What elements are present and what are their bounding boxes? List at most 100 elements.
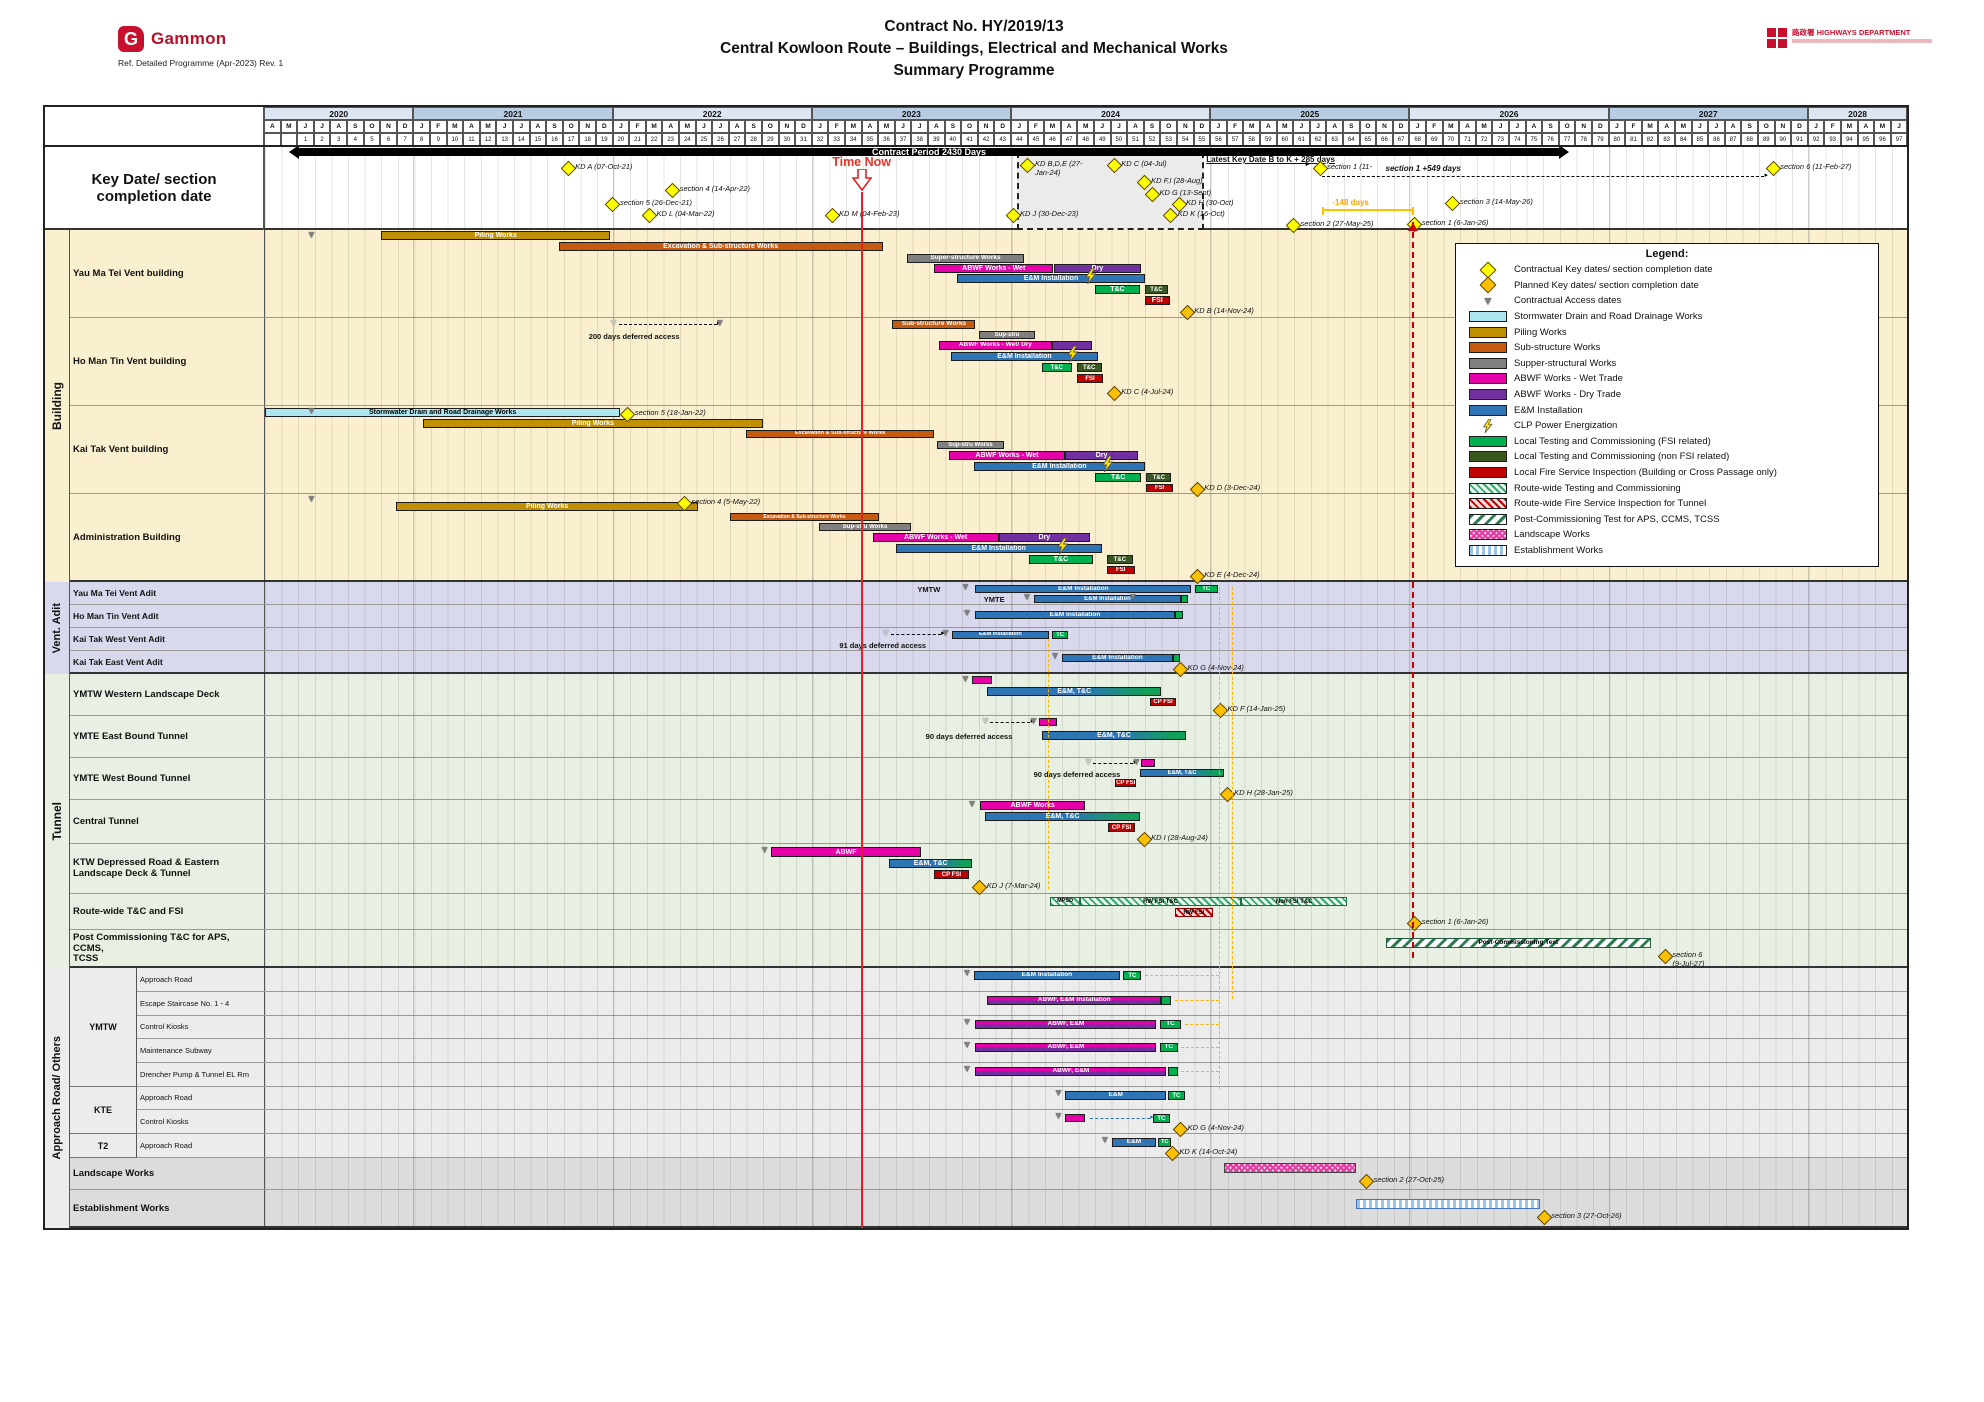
gantt-bar-tc: TC <box>1158 1138 1172 1147</box>
red-dash-arrowhead-icon <box>1407 218 1418 231</box>
month-header: J <box>1409 120 1426 133</box>
legend-label: Landscape Works <box>1514 529 1590 541</box>
bar-label: E&M Installation <box>1092 654 1143 661</box>
row-plot: Post-Commissioning Test section 6 (9-Jul-… <box>264 930 1907 968</box>
gantt-bar-abwf-e-m: ABWF, E&M <box>975 1043 1157 1052</box>
bar-label: CP FSI <box>1153 699 1173 705</box>
month-header: N <box>579 120 596 133</box>
month-header: M <box>1675 120 1692 133</box>
key-date-label: section 3 (14-May-26) <box>1459 197 1533 206</box>
row-plot: ▼ ABWF, E&M TC <box>264 1039 1907 1062</box>
subgroup-ymtw: YMTW <box>70 968 137 1087</box>
month-header: N <box>778 120 796 133</box>
month-header: O <box>762 120 779 133</box>
month-header: J <box>1608 120 1626 133</box>
clp-power-energization-icon <box>1056 537 1069 555</box>
orange-dashed-guide <box>1231 587 1233 999</box>
month-header: A <box>1326 120 1343 133</box>
month-header: A <box>1260 120 1277 133</box>
month-header: O <box>1758 120 1775 133</box>
keydate-band: Contract Period 2430 Days KD A (07-Oct-21… <box>45 145 1907 234</box>
row-label: Control Kiosks <box>140 1116 189 1126</box>
month-header: D <box>1193 120 1211 133</box>
contract-period-bar: Contract Period 2430 Days <box>289 145 1569 159</box>
bar-label: CP FSI <box>1111 824 1132 831</box>
access-triangle-icon: ▼ <box>962 968 973 979</box>
bar-label: E&M, T&C <box>1057 688 1092 695</box>
gantt-bar-abwf: ABWF <box>771 847 921 857</box>
bar-label: Non FSI T&C <box>1275 898 1313 905</box>
legend-label: Establishment Works <box>1514 544 1604 556</box>
month-header: M <box>679 120 696 133</box>
row-label: Kai Tak Vent building <box>73 443 169 455</box>
bar-label: E&M Installation <box>1021 971 1073 979</box>
month-header: J <box>1492 120 1509 133</box>
gantt-bar-fsi: FSI <box>1144 296 1170 305</box>
gantt-bar-tc: TC <box>1194 585 1218 593</box>
row-ymte-west-bound-tunnel: ▼ ▸ ▼ 90 days deferred access E&M, T&C CP FSI… <box>45 758 1907 803</box>
legend-item: ABWF Works - Dry Trade <box>1462 387 1872 403</box>
row-plot: ABWF, E&M Installation <box>264 992 1907 1015</box>
month-header: M <box>645 120 663 133</box>
row-label: YMTE East Bound Tunnel <box>73 730 188 742</box>
gantt-bar <box>1174 611 1183 619</box>
month-header: M <box>1077 120 1094 133</box>
row-label: Approach Road <box>140 974 193 984</box>
bar-label: E&M Installation <box>1084 596 1131 602</box>
key-date-label: KD G (4-Nov-24) <box>1187 663 1244 672</box>
month-number: 48 <box>1077 133 1094 146</box>
access-triangle-icon: ▼ <box>1053 1111 1064 1122</box>
dashed-access-connector: ▸ <box>990 718 1034 725</box>
clp-power-energization-icon <box>1066 345 1079 363</box>
key-date-label: section 1 (6-Jan-26) <box>1421 917 1489 926</box>
header-divider <box>45 145 1907 147</box>
bar-label: T&C <box>1053 556 1069 563</box>
bar-label: Sup-stru Works <box>948 442 993 448</box>
legend-item: ABWF Works - Wet Trade <box>1462 371 1872 387</box>
bar-label: Stormwater Drain and Road Drainage Works <box>368 409 517 416</box>
bar-label: Sup-stru <box>994 332 1020 338</box>
subgroup-t2: T2 <box>70 1134 137 1158</box>
bar-label: T&C <box>1113 556 1127 563</box>
key-date-label: KD J (30-Dec-23) <box>1020 209 1079 218</box>
month-header: M <box>878 120 895 133</box>
month-header: J <box>1094 120 1111 133</box>
gantt-bar-t-c: T&C <box>1041 363 1072 372</box>
year-gridline <box>1608 146 1610 1228</box>
annotation-text: 90 days deferred access <box>925 732 1013 741</box>
legend-label: CLP Power Energization <box>1514 420 1618 432</box>
row-label: Approach Road <box>140 1140 193 1150</box>
gantt-bar-excavation-sub-structure-works: Excavation & Sub-structure Works <box>746 430 934 438</box>
annotation-text: section 1 +549 days <box>1385 164 1461 173</box>
legend-swatch-land-icon <box>1462 529 1514 541</box>
access-triangle-icon: ▼ <box>1128 592 1139 603</box>
legend-swatch-dia-pkd-icon <box>1462 276 1514 294</box>
bar-label: Piling Works <box>571 420 614 427</box>
month-header: S <box>944 120 962 133</box>
month-number: 92 <box>1807 133 1825 146</box>
key-date-diamond <box>605 196 621 213</box>
access-triangle-icon: ▼ <box>962 1040 973 1051</box>
key-date-diamond <box>824 207 840 224</box>
highways-department-logo: 路政署 HIGHWAYS DEPARTMENT <box>1767 28 1932 48</box>
row-label: Administration Building <box>73 531 181 543</box>
month-header: M <box>1841 120 1858 133</box>
arrowhead-icon: ▸ <box>717 320 721 327</box>
time-now-arrow-icon <box>850 168 873 192</box>
legend-swatch-tri-icon: ▼ <box>1482 293 1494 308</box>
month-header: J <box>894 120 912 133</box>
annotation-text: -148 days <box>1332 198 1369 207</box>
programme-reference: Ref. Detailed Programme (Apr-2023) Rev. … <box>118 58 284 68</box>
group-strip-approach-road-others: Approach Road/ Others <box>45 968 70 1228</box>
row-plot: ▼ ▸ TC KD G (4-Nov-24) <box>264 1110 1907 1138</box>
key-date-diamond <box>972 879 988 896</box>
gantt-bar-t-c: T&C <box>1076 363 1102 372</box>
month-header: A <box>928 120 945 133</box>
key-date-diamond <box>664 182 681 199</box>
month-header: J <box>1293 120 1310 133</box>
row-kai-tak-west-vent-adit: ▼ ▸ ▼ E&M Installation TC 91 days deferred ac… <box>45 628 1907 651</box>
year-header: 2021 <box>413 107 613 120</box>
month-header: S <box>1542 120 1559 133</box>
gantt-bar-tc: TC <box>1153 1114 1170 1123</box>
key-date-label: section 2 (27-Oct-25) <box>1373 1175 1445 1184</box>
